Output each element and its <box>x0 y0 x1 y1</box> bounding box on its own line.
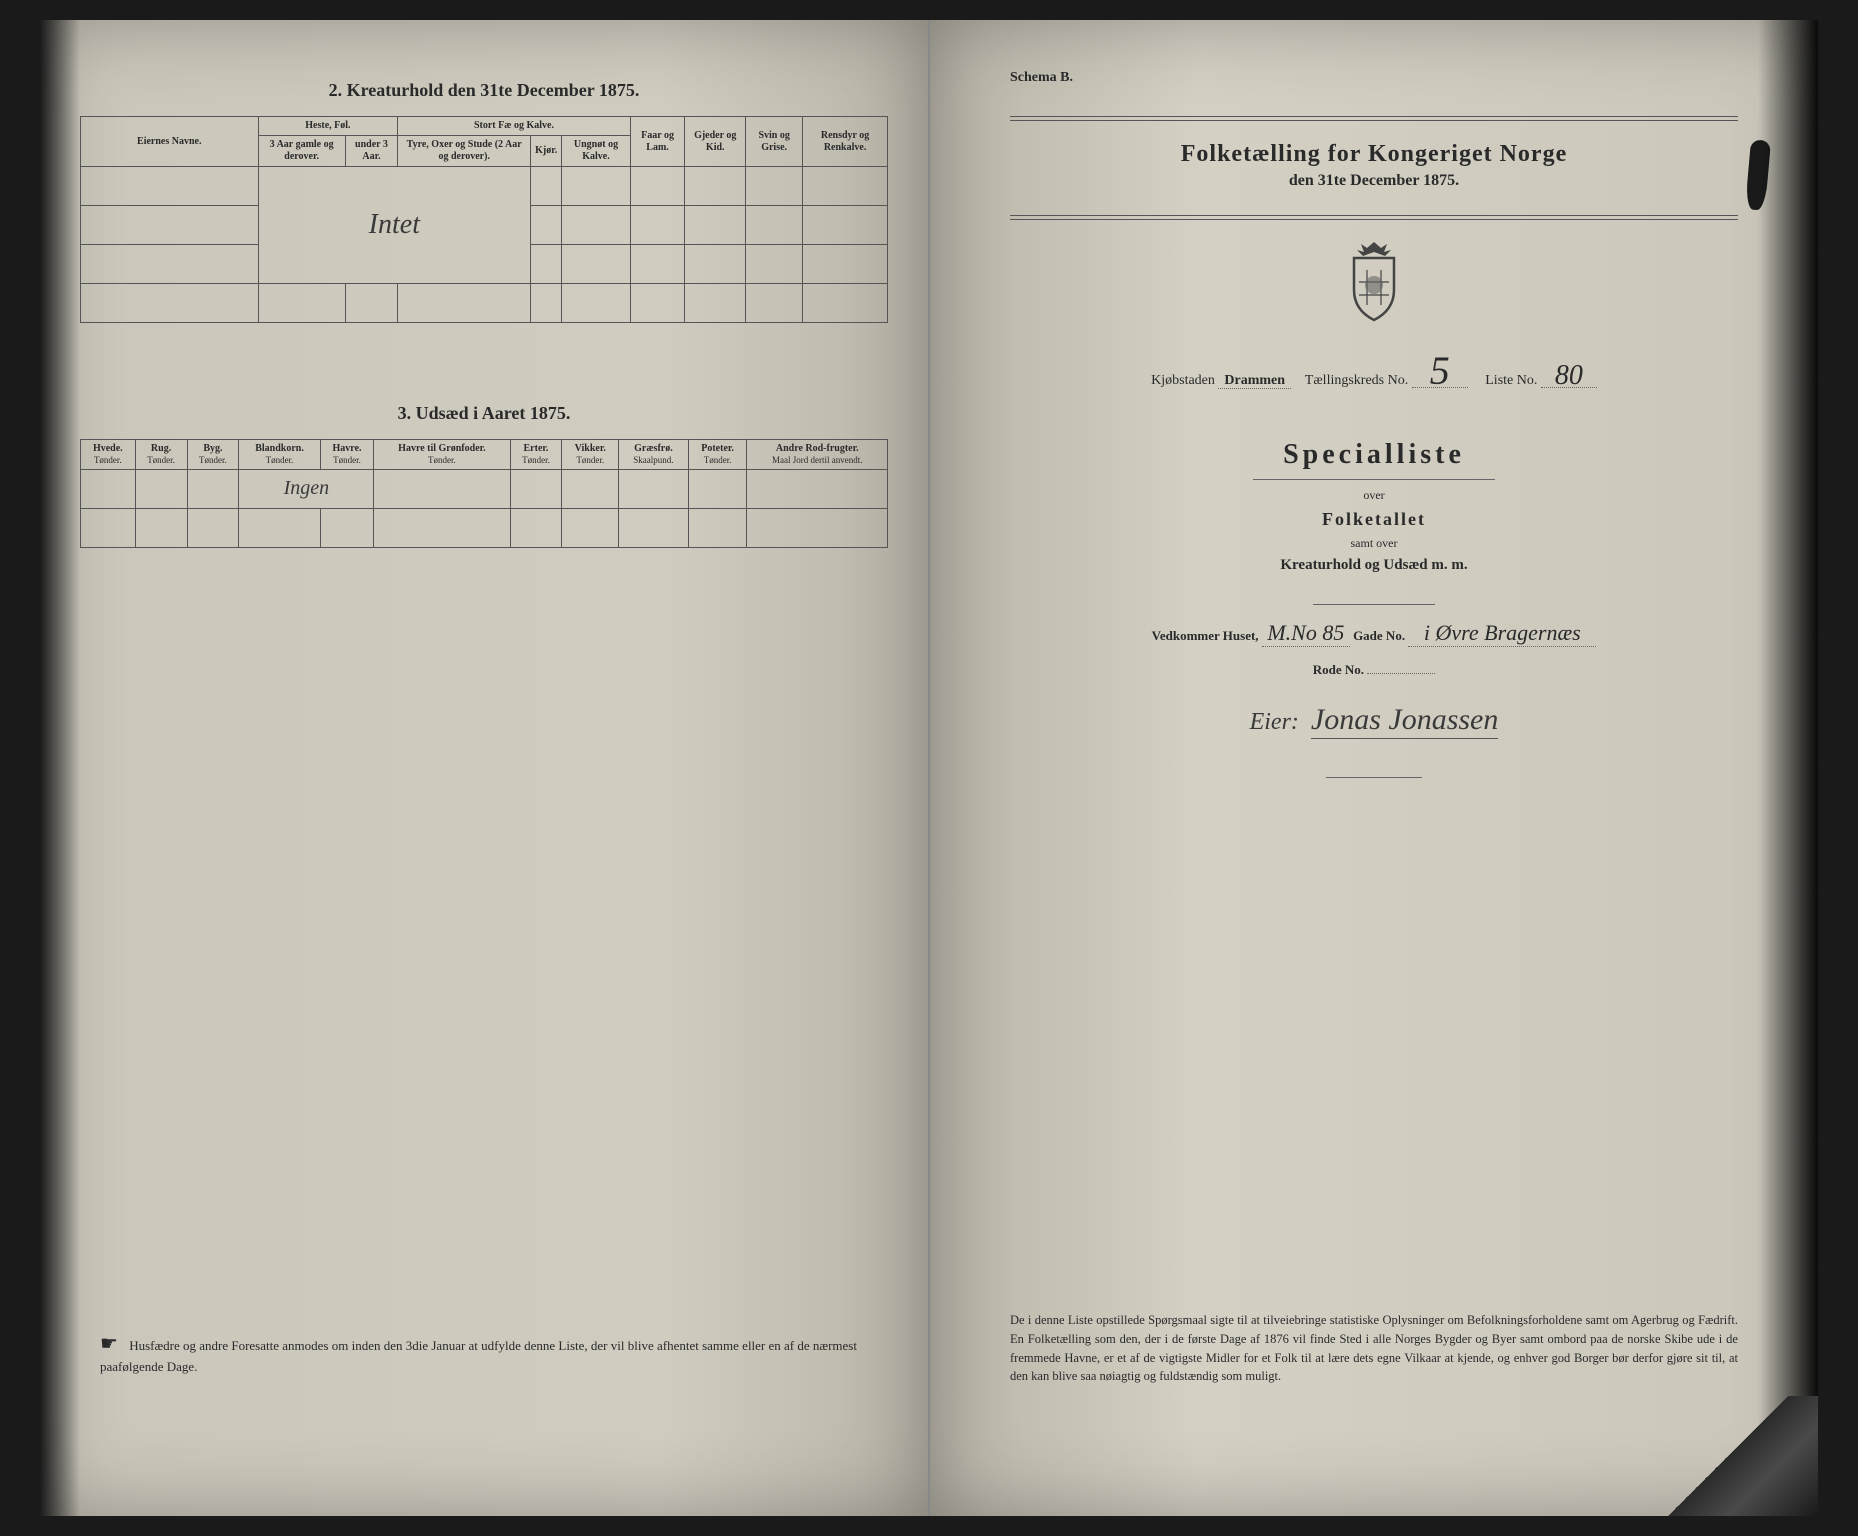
table-row <box>81 508 888 547</box>
kreds-number: 5 <box>1412 355 1468 388</box>
main-title: Folketælling for Kongeriget Norge <box>970 141 1778 168</box>
col-cattle-calves: Ungnøt og Kalve. <box>562 136 630 167</box>
col-cattle: Stort Fæ og Kalve. <box>398 117 630 136</box>
col-horses: Heste, Føl. <box>258 117 398 136</box>
table-row: Ingen <box>81 469 888 508</box>
folketallet-label: Folketallet <box>970 509 1778 530</box>
section-2-title: 2. Kreaturhold den 31te December 1875. <box>80 80 888 101</box>
col-peas: Erter.Tønder. <box>510 440 562 470</box>
col-horses-old: 3 Aar gamle og derover. <box>258 136 345 167</box>
thin-rule-3 <box>1326 777 1423 778</box>
binding-shadow-left <box>40 20 80 1516</box>
col-pigs: Svin og Grise. <box>746 117 803 167</box>
schema-label: Schema B. <box>1010 70 1778 86</box>
samt-over-label: samt over <box>970 536 1778 551</box>
kjobstad-value: Drammen <box>1218 373 1291 389</box>
col-roots: Andre Rod-frugter.Maal Jord dertil anven… <box>747 440 888 470</box>
left-page: 2. Kreaturhold den 31te December 1875. E… <box>40 20 930 1516</box>
col-grass: Græsfrø.Skaalpund. <box>619 440 689 470</box>
rule-top <box>1010 116 1737 121</box>
district-line: Kjøbstaden Drammen Tællingskreds No. 5 L… <box>970 355 1778 389</box>
col-oats-green: Havre til Grønfoder.Tønder. <box>374 440 510 470</box>
col-reindeer: Rensdyr og Renkalve. <box>803 117 888 167</box>
right-page: Schema B. Folketælling for Kongeriget No… <box>930 20 1818 1516</box>
house-line: Vedkommer Huset, M.No 85 Gade No. i Øvre… <box>970 620 1778 647</box>
col-cattle-bulls: Tyre, Oxer og Stude (2 Aar og derover). <box>398 136 531 167</box>
col-horses-young: under 3 Aar. <box>345 136 398 167</box>
matr-value: M.No 85 <box>1262 620 1350 647</box>
owner-line: Eier: Jonas Jonassen <box>970 703 1778 737</box>
col-goats: Gjeder og Kid. <box>685 117 746 167</box>
col-mixed: Blandkorn.Tønder. <box>239 440 320 470</box>
pointer-icon: ☛ <box>100 1333 118 1355</box>
thin-rule-2 <box>1313 604 1434 605</box>
liste-number: 80 <box>1541 365 1597 388</box>
col-barley: Byg.Tønder. <box>187 440 239 470</box>
thin-rule <box>1253 479 1495 480</box>
col-rye: Rug.Tønder. <box>135 440 187 470</box>
livestock-table: Eiernes Navne. Heste, Føl. Stort Fæ og K… <box>80 116 888 323</box>
section-3-title: 3. Udsæd i Aaret 1875. <box>80 403 888 424</box>
right-footer-text: De i denne Liste opstillede Spørgsmaal s… <box>1010 1311 1738 1386</box>
rode-value <box>1367 673 1435 674</box>
specialliste-title: Specialliste <box>970 439 1778 471</box>
gade-value: i Øvre Bragernæs <box>1408 620 1596 647</box>
page-curl <box>1638 1396 1818 1516</box>
page-edge-shadow <box>1758 20 1818 1516</box>
table-row <box>81 284 888 323</box>
col-cattle-cows: Kjør. <box>531 136 562 167</box>
col-vetches: Vikker.Tønder. <box>562 440 619 470</box>
rule-bottom <box>1010 215 1737 220</box>
over-label: over <box>970 488 1778 503</box>
left-footer-note: ☛ Husfædre og andre Foresatte anmodes om… <box>100 1330 868 1376</box>
rode-line: Rode No. <box>970 662 1778 678</box>
col-oats: Havre.Tønder. <box>320 440 374 470</box>
seeding-table: Hvede.Tønder. Rug.Tønder. Byg.Tønder. Bl… <box>80 439 888 548</box>
subtitle-date: den 31te December 1875. <box>970 172 1778 190</box>
eier-value: Jonas Jonassen <box>1311 703 1498 739</box>
seeding-handwritten: Ingen <box>239 469 374 508</box>
coat-of-arms <box>970 240 1778 330</box>
table-row: Intet <box>81 167 888 206</box>
eier-label: Eier: <box>1250 709 1299 735</box>
livestock-handwritten: Intet <box>258 167 531 284</box>
col-sheep: Faar og Lam. <box>630 117 685 167</box>
col-owner: Eiernes Navne. <box>81 117 259 167</box>
kreaturhold-label: Kreaturhold og Udsæd m. m. <box>970 557 1778 574</box>
col-wheat: Hvede.Tønder. <box>81 440 136 470</box>
col-potatoes: Poteter.Tønder. <box>688 440 747 470</box>
